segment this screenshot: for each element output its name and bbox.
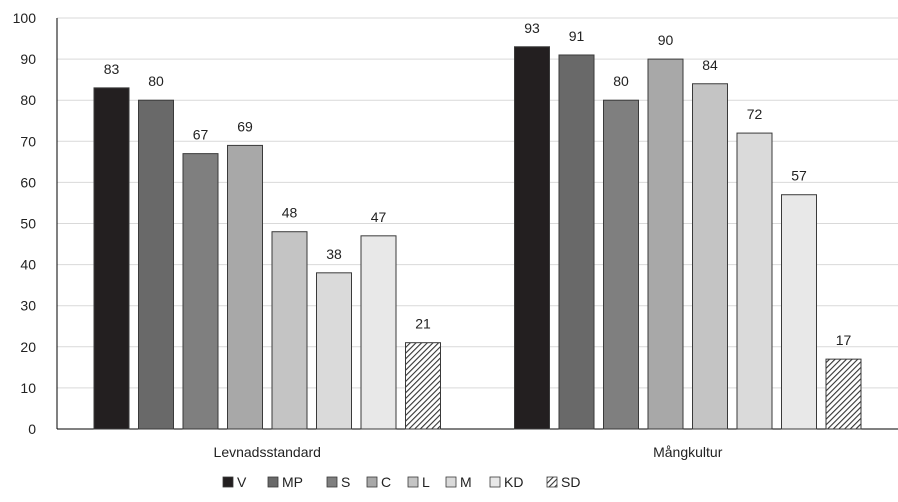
legend-label-c: C [381, 474, 391, 490]
legend-swatch-sd [546, 476, 558, 488]
y-tick-label: 20 [20, 339, 36, 355]
y-tick-label: 90 [20, 51, 36, 67]
data-label: 80 [148, 73, 164, 89]
data-label: 72 [747, 106, 763, 122]
legend-label-l: L [422, 474, 430, 490]
legend-label-mp: MP [282, 474, 303, 490]
data-labels: 83 80 67 69 48 38 47 21 93 91 80 90 84 72 57 17 [104, 20, 852, 348]
category-label: Levnadsstandard [214, 444, 321, 460]
legend-swatch-s [326, 476, 338, 488]
data-label: 38 [326, 246, 342, 262]
legend: V MP S C L M KD SD [222, 474, 580, 490]
y-tick-label: 40 [20, 257, 36, 273]
y-tick-label: 100 [13, 10, 37, 26]
bar-kd-1 [360, 235, 397, 430]
bar-m-1 [316, 272, 352, 430]
legend-label-sd: SD [561, 474, 580, 490]
bar-l-1 [271, 231, 308, 430]
bar-mp-1 [138, 99, 174, 430]
bar-s-2 [603, 99, 639, 430]
y-tick-label: 0 [28, 421, 36, 437]
bars [93, 46, 862, 430]
bar-v-2 [514, 46, 550, 430]
bar-sd-2 [825, 358, 862, 430]
bar-l-2 [692, 83, 728, 430]
data-label: 69 [237, 118, 253, 134]
bar-kd-2 [781, 194, 817, 430]
bar-c-1 [227, 144, 263, 430]
data-label: 84 [702, 57, 718, 73]
data-label: 17 [836, 332, 852, 348]
bar-mp-2 [558, 54, 595, 430]
data-label: 80 [613, 73, 629, 89]
data-label: 93 [524, 20, 540, 36]
bar-v-1 [93, 87, 130, 430]
data-label: 83 [104, 61, 120, 77]
bar-s-1 [182, 153, 219, 430]
data-label: 47 [371, 209, 387, 225]
data-label: 90 [658, 32, 674, 48]
legend-swatch-l [407, 476, 419, 488]
legend-swatch-v [222, 476, 234, 488]
y-tick-label: 10 [20, 380, 36, 396]
legend-label-s: S [341, 474, 350, 490]
data-label: 67 [193, 127, 209, 143]
legend-swatch-c [366, 476, 378, 488]
legend-label-v: V [237, 474, 247, 490]
bar-m-2 [736, 132, 773, 430]
y-tick-label: 80 [20, 92, 36, 108]
y-tick-label: 70 [20, 133, 36, 149]
y-tick-label: 30 [20, 298, 36, 314]
category-axis: Levnadsstandard Mångkultur [214, 444, 723, 460]
category-label: Mångkultur [653, 444, 723, 460]
y-tick-label: 50 [20, 216, 36, 232]
data-label: 91 [569, 28, 585, 44]
legend-label-kd: KD [504, 474, 523, 490]
data-label: 48 [282, 205, 298, 221]
legend-label-m: M [460, 474, 472, 490]
data-label: 57 [791, 168, 807, 184]
bar-c-2 [647, 58, 684, 430]
bar-sd-1 [405, 342, 441, 430]
legend-swatch-kd [489, 476, 501, 488]
legend-swatch-mp [267, 476, 279, 488]
legend-swatch-m [445, 476, 457, 488]
data-label: 21 [415, 316, 431, 332]
y-tick-label: 60 [20, 174, 36, 190]
